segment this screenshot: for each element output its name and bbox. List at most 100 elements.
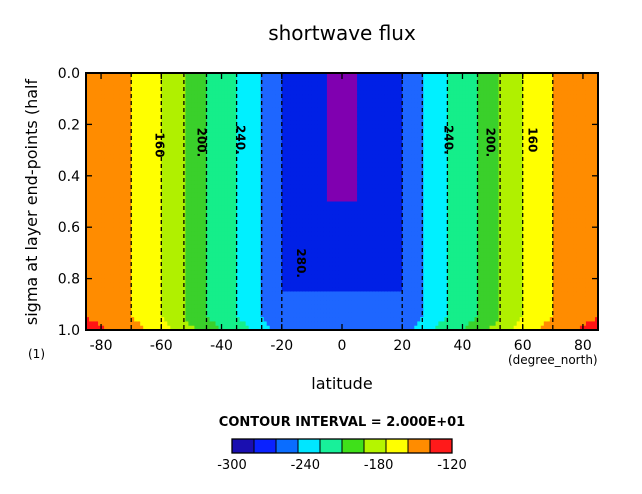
heat-cell <box>221 81 226 87</box>
heat-cell <box>212 94 217 100</box>
heat-cell <box>191 210 196 215</box>
heat-cell <box>245 120 250 125</box>
heat-cell <box>137 218 141 224</box>
heat-cell <box>215 205 220 211</box>
heat-cell <box>257 257 262 263</box>
heat-cell <box>236 295 241 301</box>
heat-cell <box>212 321 217 327</box>
heat-cell <box>260 210 265 215</box>
heat-cell <box>116 287 120 293</box>
heat-cell <box>92 261 96 267</box>
heat-cell <box>167 210 171 215</box>
heat-cell <box>260 244 265 250</box>
heat-cell <box>125 321 129 327</box>
heat-cell <box>224 274 229 280</box>
heat-cell <box>95 150 99 155</box>
heat-cell <box>254 158 259 164</box>
heat-cell <box>197 201 202 207</box>
heat-cell <box>257 145 262 151</box>
heat-cell <box>212 231 217 237</box>
heat-cell <box>113 261 117 267</box>
heat-cell <box>149 295 153 301</box>
heat-cell <box>212 300 217 305</box>
heat-cell <box>203 270 208 275</box>
heat-cell <box>266 158 271 164</box>
heat-cell <box>119 120 123 125</box>
heat-cell <box>263 107 268 113</box>
heat-cell <box>251 128 256 134</box>
heat-cell <box>125 90 129 96</box>
heat-cell <box>176 325 180 331</box>
heat-cell <box>188 150 193 155</box>
heat-cell <box>200 85 205 91</box>
heat-cell <box>146 261 150 267</box>
heat-cell <box>221 317 226 323</box>
heat-cell <box>236 81 241 87</box>
heat-cell <box>158 304 162 310</box>
heat-cell <box>242 214 247 220</box>
heat-cell <box>236 98 241 104</box>
heat-cell <box>260 274 265 280</box>
heat-cell <box>104 85 108 91</box>
heat-cell <box>143 287 147 293</box>
heat-cell <box>92 321 96 327</box>
heat-cell <box>206 308 211 314</box>
heat-cell <box>107 180 111 185</box>
heat-cell <box>245 128 250 134</box>
heat-cell <box>230 278 235 284</box>
heat-cell <box>113 85 117 91</box>
heat-cell <box>224 171 229 177</box>
heat-cell <box>221 270 226 275</box>
heat-cell <box>266 231 271 237</box>
heat-cell <box>203 150 208 155</box>
heat-cell <box>233 154 238 160</box>
heat-cell <box>188 265 193 271</box>
heat-cell <box>173 158 177 164</box>
heat-cell <box>170 257 174 263</box>
heat-cell <box>191 77 196 83</box>
heat-cell <box>101 167 105 173</box>
heat-cell <box>257 270 262 275</box>
heat-cell <box>110 235 114 241</box>
heat-cell <box>257 167 262 173</box>
heat-cell <box>233 304 238 310</box>
heat-cell <box>86 137 90 143</box>
heat-cell <box>113 180 117 185</box>
heat-cell <box>215 180 220 185</box>
heat-cell <box>215 132 220 138</box>
heat-cell <box>197 158 202 164</box>
heat-cell <box>146 325 150 331</box>
heat-cell <box>167 111 171 117</box>
heat-cell <box>125 244 129 250</box>
heat-cell <box>215 171 220 177</box>
heat-cell <box>215 124 220 130</box>
heat-cell <box>116 175 120 181</box>
heat-cell <box>242 137 247 143</box>
heat-cell <box>89 291 93 297</box>
heat-cell <box>260 171 265 177</box>
heat-cell <box>86 240 90 245</box>
heat-cell <box>248 282 253 288</box>
heat-cell <box>200 77 205 83</box>
heat-cell <box>200 141 205 147</box>
heat-cell <box>164 115 168 121</box>
heat-cell <box>179 98 183 104</box>
heat-cell <box>107 240 111 245</box>
heat-cell <box>260 300 265 305</box>
heat-cell <box>206 124 211 130</box>
heat-cell <box>101 235 105 241</box>
heat-cell <box>122 317 126 323</box>
heat-cell <box>260 312 265 318</box>
heat-cell <box>185 282 189 288</box>
heat-cell <box>251 158 256 164</box>
heat-cell <box>215 145 220 151</box>
heat-cell <box>155 317 159 323</box>
heat-cell <box>185 214 189 220</box>
heat-cell <box>227 73 232 78</box>
heat-cell <box>146 270 150 275</box>
heat-cell <box>167 141 171 147</box>
heat-cell <box>209 111 214 117</box>
heat-cell <box>185 94 189 100</box>
heat-cell <box>200 248 205 254</box>
heat-cell <box>209 128 214 134</box>
